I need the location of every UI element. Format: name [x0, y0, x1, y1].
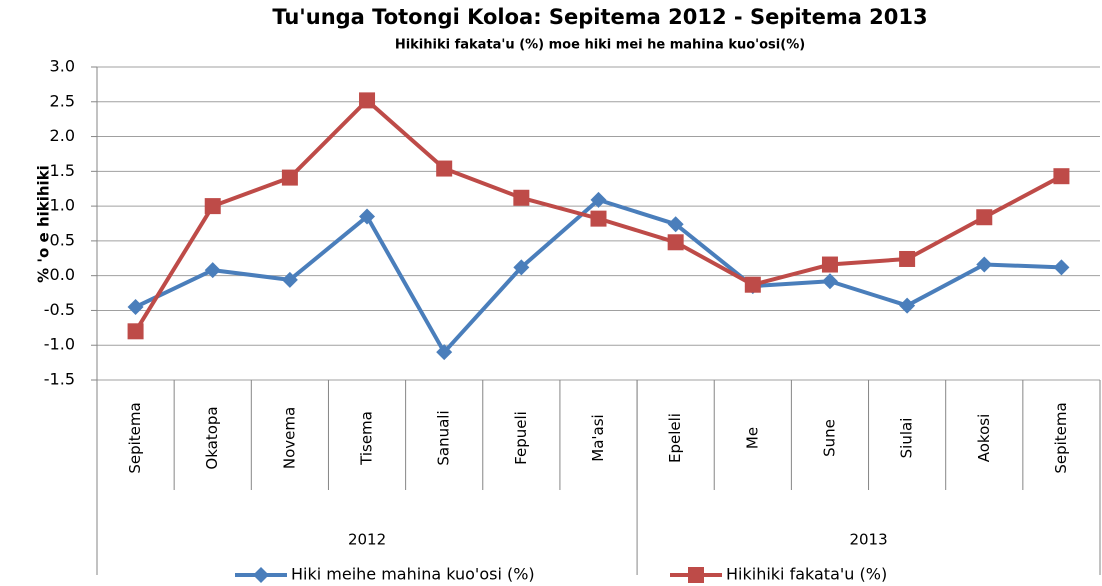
x-tick-label: Novema — [280, 407, 298, 469]
x-tick-label: Okatopa — [203, 406, 221, 469]
data-point — [513, 259, 530, 276]
data-point — [127, 323, 144, 340]
data-point — [899, 297, 916, 314]
legend-marker — [688, 567, 704, 583]
y-tick-label: 3.0 — [50, 57, 75, 76]
data-point — [590, 210, 607, 227]
data-point — [204, 262, 221, 279]
data-point — [359, 208, 376, 225]
x-tick-label: Sanuali — [435, 410, 453, 465]
legend-label: Hiki meihe mahina kuo'osi (%) — [291, 565, 535, 584]
data-point — [281, 271, 298, 288]
data-point — [436, 344, 453, 361]
y-tick-label: 2.5 — [50, 91, 75, 110]
data-point — [281, 169, 298, 186]
x-tick-label: Epeleli — [666, 413, 684, 463]
data-point — [821, 273, 838, 290]
data-point — [204, 198, 221, 215]
y-tick-label: 0.5 — [50, 230, 75, 249]
data-point — [976, 209, 993, 226]
data-point — [667, 216, 684, 233]
data-point — [667, 234, 684, 251]
x-tick-label: Sune — [820, 419, 838, 457]
x-tick-label: Me — [743, 427, 761, 449]
y-axis-label: % 'o e hikihiki — [35, 165, 53, 283]
data-point — [1053, 168, 1070, 185]
x-tick-label: Aokosi — [975, 414, 993, 463]
x-tick-label: Siulai — [898, 418, 916, 459]
data-point — [436, 160, 453, 177]
group-label: 2013 — [849, 531, 887, 549]
legend-marker — [253, 567, 269, 583]
y-tick-label: -1.0 — [44, 335, 75, 354]
legend-label: Hikihiki fakata'u (%) — [726, 565, 887, 584]
y-tick-label: 1.0 — [50, 196, 75, 215]
data-point — [976, 256, 993, 273]
y-tick-label: -0.5 — [44, 300, 75, 319]
y-tick-label: -1.5 — [44, 370, 75, 389]
y-tick-label: 0.0 — [50, 265, 75, 284]
y-tick-label: 2.0 — [50, 126, 75, 145]
x-tick-label: Ma'asi — [589, 414, 607, 461]
y-tick-label: 1.5 — [50, 161, 75, 180]
data-point — [590, 191, 607, 208]
data-point — [1053, 259, 1070, 276]
data-point — [359, 92, 376, 109]
x-tick-label: Tisema — [358, 411, 376, 466]
x-tick-label: Sepitema — [126, 402, 144, 473]
chart-subtitle: Hikihiki fakata'u (%) moe hiki mei he ma… — [395, 38, 805, 53]
group-label: 2012 — [348, 531, 386, 549]
chart-title: Tu'unga Totongi Koloa: Sepitema 2012 - S… — [272, 5, 927, 29]
x-tick-label: Fepueli — [512, 411, 530, 465]
data-point — [899, 250, 916, 267]
x-tick-label: Sepitema — [1052, 402, 1070, 473]
data-point — [127, 298, 144, 315]
data-point — [513, 189, 530, 206]
data-point — [744, 276, 761, 293]
data-point — [821, 256, 838, 273]
